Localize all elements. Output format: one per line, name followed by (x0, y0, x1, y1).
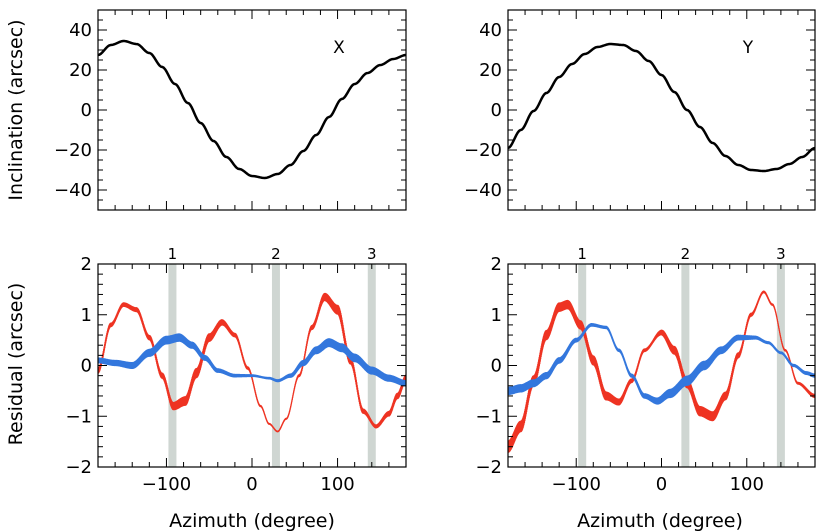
y-tick-label: 20 (479, 60, 502, 81)
y-tick-label: −40 (464, 180, 502, 201)
x-tick-label: 100 (320, 474, 354, 495)
x-tick-label: 0 (246, 474, 257, 495)
y-tick-label: −1 (65, 406, 92, 427)
panel-top-left: −40 −20 0 20 40 X (54, 9, 407, 211)
x-tick-label: −100 (142, 474, 191, 495)
panel-label: Y (742, 38, 754, 58)
series-inclination-top-right (508, 42, 815, 173)
y-tick-label: −40 (54, 180, 92, 201)
x-axis-title-left: Azimuth (degree) (169, 510, 335, 531)
marker-band-3 (367, 264, 376, 467)
marker-label-1: 1 (168, 245, 178, 263)
marker-label-3: 3 (367, 245, 377, 263)
marker-label-2: 2 (681, 245, 691, 263)
marker-band-1 (578, 264, 587, 467)
y-tick-label: 40 (479, 20, 502, 41)
y-tick-label: 1 (491, 305, 502, 326)
x-axis-title-right: Azimuth (degree) (577, 510, 743, 531)
y-tick-label: 2 (491, 254, 502, 275)
marker-label-3: 3 (776, 245, 786, 263)
panel-bottom-left: 1 2 3 −2 −1 0 1 2 −100 0 100 (65, 245, 407, 495)
panel-top-right: −40 −20 0 20 40 Y (464, 9, 816, 211)
x-tick-label: 100 (730, 474, 764, 495)
x-tick-label: −100 (551, 474, 600, 495)
y-axis-title-top: Inclination (arcsec) (5, 19, 27, 200)
plot-frame-top-right (507, 9, 816, 211)
y-tick-label: 20 (69, 60, 92, 81)
panel-label: X (333, 38, 345, 58)
series-blue-bottom-right (508, 323, 815, 405)
x-tick-label: 0 (656, 474, 667, 495)
y-tick-label: −2 (475, 457, 502, 478)
y-tick-label: 0 (81, 356, 92, 377)
marker-band-2 (271, 264, 280, 467)
panel-bottom-right: 1 2 3 −2 −1 0 1 2 −100 0 100 (475, 245, 816, 495)
y-tick-label: 2 (81, 254, 92, 275)
plot-frame-top-left (97, 9, 407, 211)
y-tick-label: −20 (54, 140, 92, 161)
marker-label-2: 2 (271, 245, 281, 263)
plot-frame-bottom-left (97, 263, 407, 468)
y-tick-label: −20 (464, 140, 502, 161)
marker-label-1: 1 (577, 245, 587, 263)
series-inclination-top-left (98, 39, 406, 180)
y-tick-label: 0 (491, 356, 502, 377)
marker-band-3 (776, 264, 785, 467)
y-axis-title-bottom: Residual (arcsec) (5, 283, 27, 446)
y-tick-label: −1 (475, 406, 502, 427)
marker-band-1 (168, 264, 177, 467)
y-tick-label: 40 (69, 20, 92, 41)
series-blue-bottom-left (98, 333, 406, 387)
y-tick-label: 0 (81, 100, 92, 121)
y-tick-label: 0 (491, 100, 502, 121)
marker-band-2 (681, 264, 690, 467)
series-red-bottom-right (508, 290, 815, 453)
y-tick-label: −2 (65, 457, 92, 478)
y-tick-label: 1 (81, 305, 92, 326)
